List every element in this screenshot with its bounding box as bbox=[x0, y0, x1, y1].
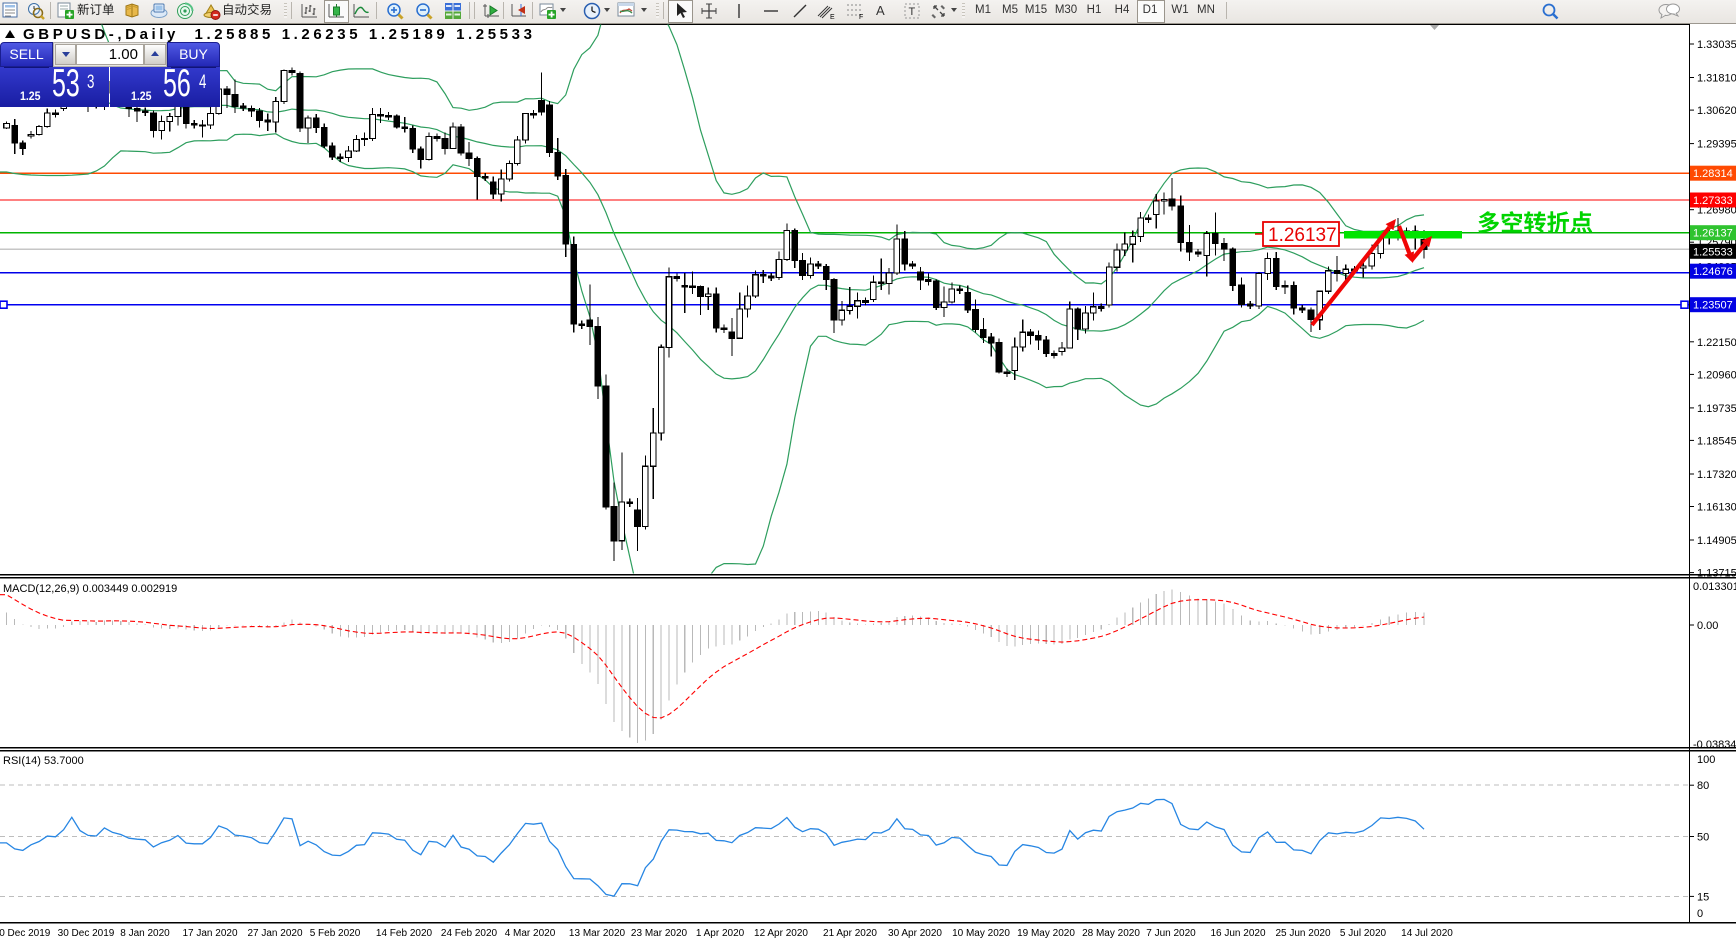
svg-text:1.28314: 1.28314 bbox=[1693, 168, 1733, 180]
svg-text:10 May 2020: 10 May 2020 bbox=[952, 928, 1010, 939]
svg-text:F: F bbox=[859, 14, 863, 20]
svg-text:E: E bbox=[830, 14, 835, 20]
svg-text:13 Mar 2020: 13 Mar 2020 bbox=[569, 928, 626, 939]
svg-text:12 Apr 2020: 12 Apr 2020 bbox=[754, 928, 808, 939]
svg-text:30 Dec 2019: 30 Dec 2019 bbox=[58, 928, 115, 939]
svg-text:80: 80 bbox=[1697, 780, 1709, 792]
svg-text:1.27333: 1.27333 bbox=[1693, 195, 1733, 207]
svg-text:28 May 2020: 28 May 2020 bbox=[1082, 928, 1140, 939]
svg-text:14 Jul 2020: 14 Jul 2020 bbox=[1401, 928, 1453, 939]
svg-text:7 Jun 2020: 7 Jun 2020 bbox=[1146, 928, 1196, 939]
svg-text:1 Apr 2020: 1 Apr 2020 bbox=[696, 928, 745, 939]
svg-text:1.24676: 1.24676 bbox=[1693, 266, 1733, 278]
svg-text:1.19735: 1.19735 bbox=[1697, 403, 1736, 415]
svg-text:RSI(14) 53.7000: RSI(14) 53.7000 bbox=[3, 755, 84, 767]
svg-text:19 May 2020: 19 May 2020 bbox=[1017, 928, 1075, 939]
svg-text:14 Feb 2020: 14 Feb 2020 bbox=[376, 928, 433, 939]
svg-text:1.18545: 1.18545 bbox=[1697, 435, 1736, 447]
svg-text:1.29395: 1.29395 bbox=[1697, 139, 1736, 151]
svg-text:100: 100 bbox=[1697, 754, 1715, 766]
svg-text:24 Feb 2020: 24 Feb 2020 bbox=[441, 928, 498, 939]
svg-text:50: 50 bbox=[1697, 832, 1709, 844]
svg-text:16 Jun 2020: 16 Jun 2020 bbox=[1210, 928, 1265, 939]
svg-text:0.00: 0.00 bbox=[1697, 620, 1718, 632]
svg-text:-0.038343: -0.038343 bbox=[1693, 739, 1736, 751]
svg-text:5 Feb 2020: 5 Feb 2020 bbox=[310, 928, 361, 939]
svg-text:20 Dec 2019: 20 Dec 2019 bbox=[0, 928, 51, 939]
svg-text:1.16130: 1.16130 bbox=[1697, 502, 1736, 514]
svg-text:1.13715: 1.13715 bbox=[1697, 568, 1736, 580]
svg-text:1.26137: 1.26137 bbox=[1268, 225, 1337, 246]
svg-text:T: T bbox=[909, 6, 916, 18]
svg-text:1.23507: 1.23507 bbox=[1693, 300, 1733, 312]
svg-text:27 Jan 2020: 27 Jan 2020 bbox=[247, 928, 302, 939]
svg-text:MACD(12,26,9) 0.003449 0.00291: MACD(12,26,9) 0.003449 0.002919 bbox=[3, 583, 177, 595]
svg-text:25 Jun 2020: 25 Jun 2020 bbox=[1275, 928, 1330, 939]
svg-text:1.25533: 1.25533 bbox=[1693, 246, 1733, 258]
svg-text:1.26980: 1.26980 bbox=[1697, 205, 1736, 217]
svg-text:1.22150: 1.22150 bbox=[1697, 337, 1736, 349]
svg-text:4 Mar 2020: 4 Mar 2020 bbox=[505, 928, 556, 939]
svg-text:1.31810: 1.31810 bbox=[1697, 73, 1736, 85]
svg-text:0: 0 bbox=[1697, 908, 1703, 920]
svg-text:8 Jan 2020: 8 Jan 2020 bbox=[120, 928, 170, 939]
svg-text:1.20960: 1.20960 bbox=[1697, 369, 1736, 381]
svg-text:21 Apr 2020: 21 Apr 2020 bbox=[823, 928, 877, 939]
svg-text:15: 15 bbox=[1697, 891, 1709, 903]
svg-text:23 Mar 2020: 23 Mar 2020 bbox=[631, 928, 688, 939]
svg-text:0.013301: 0.013301 bbox=[1693, 581, 1736, 593]
svg-text:1.14905: 1.14905 bbox=[1697, 535, 1736, 547]
svg-text:17 Jan 2020: 17 Jan 2020 bbox=[182, 928, 237, 939]
svg-text:1.30620: 1.30620 bbox=[1697, 105, 1736, 117]
svg-text:5 Jul 2020: 5 Jul 2020 bbox=[1340, 928, 1387, 939]
svg-text:1.17320: 1.17320 bbox=[1697, 469, 1736, 481]
svg-text:30 Apr 2020: 30 Apr 2020 bbox=[888, 928, 942, 939]
svg-text:1.33035: 1.33035 bbox=[1697, 39, 1736, 51]
svg-text:1.26137: 1.26137 bbox=[1693, 228, 1733, 240]
